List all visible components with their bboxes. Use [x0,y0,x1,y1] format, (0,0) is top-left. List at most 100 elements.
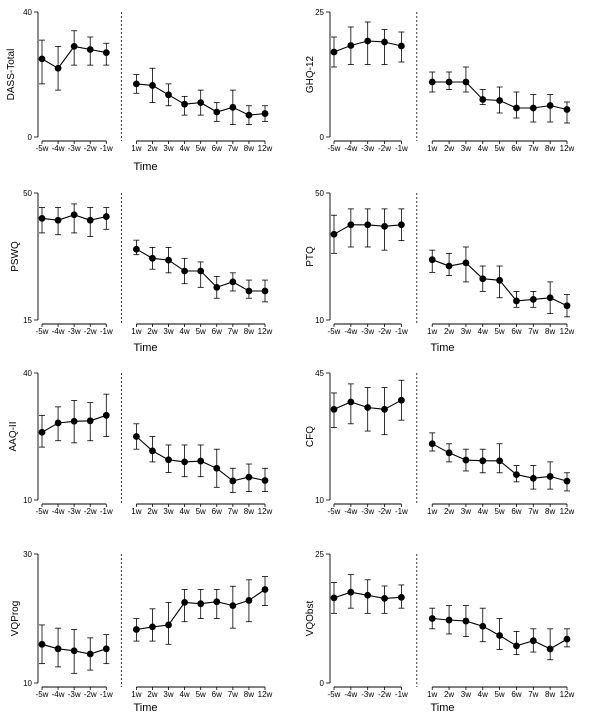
x-axis-label: Time [430,702,454,714]
y-axis-label: PSWQ [10,241,21,272]
x-tick-label: 1w [427,690,437,699]
y-tick-label-top: 25 [315,8,324,17]
data-point [149,623,156,631]
x-tick-label: -4w [52,327,65,336]
x-tick-label: 1w [131,690,141,699]
x-tick-label: -1w [100,507,113,516]
x-tick-label: -3w [68,327,81,336]
data-point [102,213,110,220]
data-point [496,632,504,639]
x-tick-label: 5w [196,690,206,699]
x-tick-label: -3w [361,690,374,699]
data-point [245,111,253,119]
data-point [261,110,269,117]
data-point [132,80,140,88]
data-point [513,297,520,305]
x-tick-label: 3w [461,327,471,336]
data-point [428,615,436,622]
y-axis-label: DASS-Total [6,49,17,101]
y-tick-label-top: 30 [23,550,32,559]
data-point [38,428,46,436]
data-point [479,622,487,630]
x-tick-label: 2w [444,690,454,699]
data-point [462,78,470,86]
data-point [70,647,78,655]
x-tick-label: -2w [84,144,97,153]
x-tick-label: 6w [511,690,521,699]
x-tick-label: -4w [344,144,357,153]
x-tick-label: -2w [378,144,391,153]
data-point [563,635,571,643]
x-tick-label: 5w [196,144,206,153]
data-point [38,55,46,63]
data-point [261,477,269,484]
data-point [563,106,571,113]
x-tick-label: -4w [52,690,65,699]
y-axis-label: PTQ [305,246,316,267]
x-tick-label: 4w [179,507,189,516]
x-tick-label: 5w [196,507,206,516]
x-tick-label: 3w [163,690,173,699]
x-tick-label: -4w [344,327,357,336]
data-point [513,642,520,650]
data-point [54,216,62,224]
x-tick-label: -4w [52,144,65,153]
data-point [546,102,554,109]
x-tick-label: -5w [36,144,49,153]
x-tick-label: 2w [444,507,454,516]
x-tick-label: 6w [212,144,222,153]
chart-panel-4: 40 10 AAQ-II -5w -4w -3w -2w -1w 1w 2w 3w 4w 5w 6w 7w 8… [8,369,273,516]
data-point [229,477,237,485]
x-tick-label: 1w [131,507,141,516]
data-point [397,396,405,404]
y-tick-label-bottom: 10 [23,679,32,688]
y-axis-label: CFQ [305,426,316,447]
data-point [546,645,554,653]
x-tick-label: 2w [147,507,157,516]
x-tick-label: 7w [528,507,538,516]
x-tick-label: -3w [68,690,81,699]
data-point [86,417,94,425]
data-point [132,433,140,440]
data-point [397,42,405,50]
y-axis-label: AAQ-II [8,421,19,451]
data-point [54,419,62,427]
data-point [479,96,487,103]
x-tick-label: -1w [100,144,113,153]
data-point [54,645,62,653]
y-tick-label-bottom: 10 [315,316,324,325]
x-tick-label: 12w [258,507,273,516]
x-tick-label: 7w [528,690,538,699]
data-point [364,404,372,411]
data-point [213,108,221,116]
chart-panel-1: 25 0 GHQ-12 -5w -4w -3w -2w -1w 1w 2w 3w 4w 5w 6w 7w 8w… [305,8,575,153]
x-tick-label: 1w [427,144,437,153]
data-point [181,458,189,466]
data-point [245,287,253,295]
x-tick-label: 5w [494,507,504,516]
x-tick-label: -3w [68,507,81,516]
data-point [132,626,140,633]
data-point [70,42,78,50]
chart-panel-0: 40 0 DASS-Total -5w -4w -3w -2w -1w 1w 2w 3w 4w 5w 6w… [6,8,273,173]
data-point [181,267,189,275]
data-point [462,259,470,267]
x-tick-label: -2w [84,327,97,336]
data-point [381,38,388,46]
data-point [546,473,554,480]
x-axis-label: Time [133,342,157,354]
chart-panel-3: 50 10 PTQ -5w -4w -3w -2w -1w 1w 2w 3w 4w 5w 6w 7w 8w 12… [305,189,575,354]
chart-panel-6: 30 10 VQProg -5w -4w -3w -2w -1w 1w 2w 3w 4w 5w 6w 7w 8… [10,550,273,714]
data-point [181,598,189,606]
x-tick-label: -1w [100,327,113,336]
data-point [479,457,487,465]
data-point [197,457,205,465]
x-tick-label: -1w [395,507,408,516]
x-tick-label: -3w [361,507,374,516]
x-tick-label: 2w [147,327,157,336]
x-tick-label: 12w [560,144,575,153]
y-tick-label-top: 50 [315,189,324,198]
y-tick-label-bottom: 0 [28,133,33,142]
x-axis-label: Time [430,342,454,354]
data-point [38,640,46,648]
